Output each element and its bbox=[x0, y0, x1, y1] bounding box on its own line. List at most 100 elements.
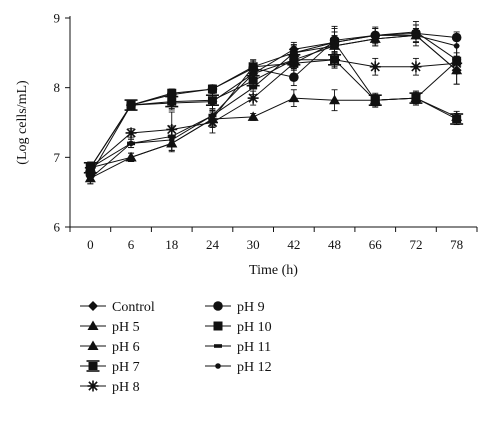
data-point-shape bbox=[87, 175, 94, 182]
series-line bbox=[89, 59, 457, 169]
data-point bbox=[125, 151, 137, 162]
series-line bbox=[89, 41, 457, 169]
data-point-shape bbox=[452, 115, 462, 124]
data-point-shape bbox=[126, 100, 136, 110]
legend-label: pH 5 bbox=[112, 320, 140, 335]
data-point bbox=[86, 165, 95, 170]
data-point-shape bbox=[125, 151, 137, 162]
legend-label: Control bbox=[112, 300, 155, 315]
data-point-shape bbox=[128, 140, 134, 147]
data-point bbox=[250, 70, 256, 77]
data-point bbox=[87, 175, 94, 182]
series-6 bbox=[85, 28, 462, 174]
data-point-shape bbox=[331, 43, 338, 49]
data-point-shape bbox=[370, 95, 380, 105]
legend-marker bbox=[88, 301, 98, 311]
legend-marker-core bbox=[90, 383, 96, 389]
data-point bbox=[450, 113, 464, 125]
x-tick-label: 6 bbox=[128, 237, 135, 252]
legend-label: pH 6 bbox=[112, 340, 140, 355]
legend-item: pH 8 bbox=[80, 380, 140, 395]
data-point-core bbox=[372, 64, 378, 70]
legend-item: pH 9 bbox=[205, 300, 265, 315]
data-point-shape bbox=[411, 93, 421, 103]
series-line bbox=[89, 34, 457, 169]
data-point bbox=[247, 111, 259, 121]
y-tick-label: 7 bbox=[54, 150, 61, 165]
data-point bbox=[288, 92, 300, 103]
legend-marker-shape bbox=[214, 344, 222, 348]
data-point bbox=[370, 95, 380, 105]
series-7 bbox=[86, 21, 461, 174]
series-line bbox=[90, 31, 457, 169]
data-point-shape bbox=[209, 112, 216, 119]
data-point bbox=[167, 88, 177, 98]
data-point-shape bbox=[291, 57, 297, 63]
legend-item: pH 12 bbox=[205, 360, 272, 375]
series-8 bbox=[87, 24, 460, 185]
legend-marker bbox=[215, 363, 221, 369]
series-4 bbox=[84, 52, 463, 174]
legend-marker bbox=[87, 320, 99, 330]
data-point-shape bbox=[207, 84, 217, 94]
series-5 bbox=[85, 24, 462, 183]
data-point bbox=[168, 137, 175, 143]
data-point bbox=[291, 57, 297, 63]
data-point bbox=[249, 85, 258, 90]
y-tick-label: 9 bbox=[54, 11, 61, 26]
data-point-shape bbox=[288, 92, 300, 103]
legend-label: pH 9 bbox=[237, 300, 265, 315]
data-point-shape bbox=[250, 70, 256, 77]
data-point-core bbox=[332, 57, 337, 63]
data-point bbox=[125, 127, 137, 139]
x-tick-label: 48 bbox=[328, 237, 341, 252]
data-point-shape bbox=[167, 88, 177, 98]
legend-marker-shape bbox=[213, 321, 223, 331]
legend-marker bbox=[213, 301, 223, 311]
data-point bbox=[413, 32, 419, 39]
legend-marker-shape bbox=[215, 363, 221, 369]
x-tick-label: 66 bbox=[369, 237, 383, 252]
data-point-shape bbox=[207, 96, 217, 105]
legend-label: pH 12 bbox=[237, 360, 272, 375]
x-tick-label: 78 bbox=[450, 237, 463, 252]
data-point bbox=[410, 61, 422, 73]
legend-item: pH 10 bbox=[205, 320, 272, 335]
legend-label: pH 11 bbox=[237, 340, 271, 355]
data-point bbox=[453, 43, 460, 49]
y-tick-label: 6 bbox=[54, 220, 61, 235]
legend-marker-shape bbox=[88, 362, 98, 370]
y-tick-label: 8 bbox=[54, 80, 61, 95]
legend-label: pH 7 bbox=[112, 360, 140, 375]
data-point bbox=[128, 140, 134, 147]
series-line bbox=[90, 59, 457, 169]
series-line bbox=[89, 32, 457, 176]
legend-marker-shape bbox=[88, 301, 98, 311]
x-axis-title: Time (h) bbox=[249, 263, 298, 278]
data-point bbox=[247, 92, 259, 104]
x-tick-label: 18 bbox=[165, 237, 178, 252]
y-axis-title: (Log cells/mL) bbox=[15, 80, 30, 165]
legend-item: pH 6 bbox=[80, 340, 140, 355]
data-point-shape bbox=[413, 32, 419, 39]
data-point bbox=[126, 100, 136, 110]
data-point bbox=[207, 84, 217, 94]
legend-marker bbox=[213, 321, 223, 331]
legend-item: pH 11 bbox=[205, 340, 271, 355]
data-point-shape bbox=[289, 72, 299, 83]
data-point bbox=[209, 112, 216, 119]
data-point-shape bbox=[86, 165, 95, 170]
data-point-core bbox=[250, 95, 256, 101]
legend-marker bbox=[86, 360, 100, 372]
data-point-shape bbox=[247, 111, 259, 121]
data-point-core bbox=[128, 130, 134, 136]
legend-item: pH 5 bbox=[80, 320, 140, 335]
data-point bbox=[369, 61, 381, 73]
series-2 bbox=[84, 28, 463, 185]
legend-item: Control bbox=[80, 300, 155, 315]
data-point bbox=[329, 94, 341, 105]
legend-marker bbox=[87, 340, 99, 350]
series-line bbox=[90, 97, 457, 169]
legend: Control pH 5 pH 6 pH 7 pH 8 pH 9 pH 10 pH 11 pH … bbox=[80, 300, 272, 395]
